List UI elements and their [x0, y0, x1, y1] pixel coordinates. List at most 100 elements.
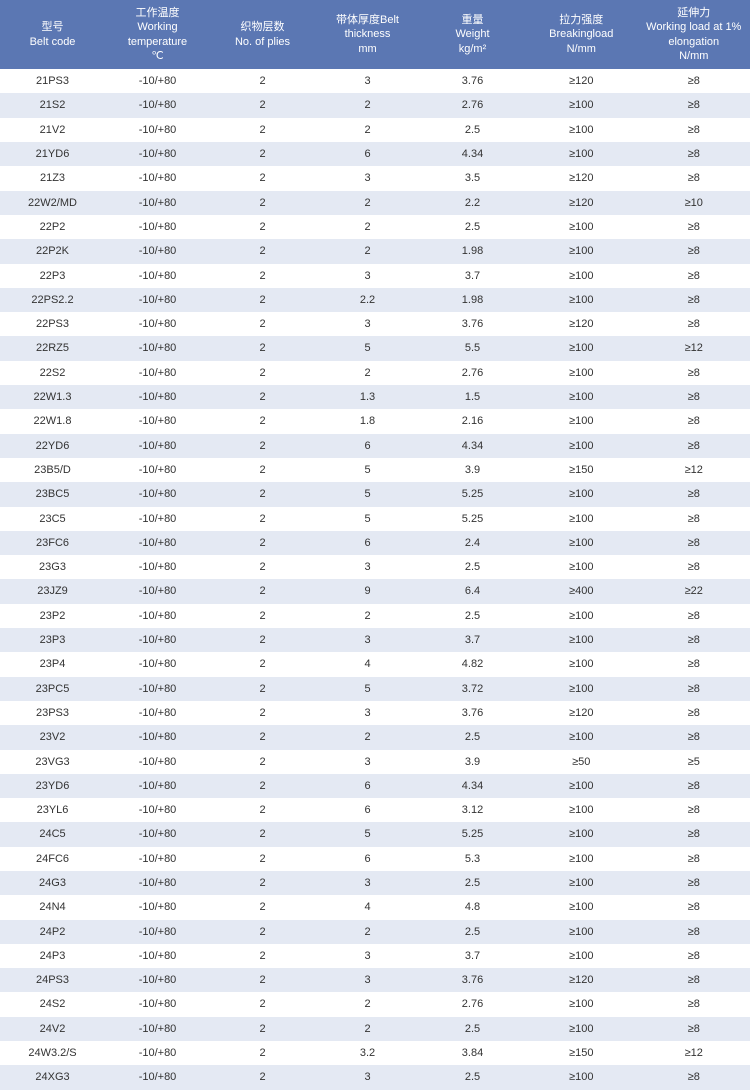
table-cell: 2 — [315, 1017, 420, 1041]
table-cell: 22S2 — [0, 361, 105, 385]
table-cell: 21V2 — [0, 118, 105, 142]
table-cell: ≥8 — [638, 944, 750, 968]
table-row: 23V2-10/+80222.5≥100≥8 — [0, 725, 750, 749]
table-cell: 1.98 — [420, 288, 525, 312]
table-cell: ≥8 — [638, 1017, 750, 1041]
header-cn: 型号 — [4, 20, 101, 34]
table-cell: ≥8 — [638, 701, 750, 725]
table-cell: ≥120 — [525, 69, 638, 93]
table-cell: ≥50 — [525, 750, 638, 774]
table-cell: 23FC6 — [0, 531, 105, 555]
table-cell: ≥100 — [525, 920, 638, 944]
header-cell: 织物层数No. of plies — [210, 0, 315, 69]
table-cell: 3.9 — [420, 458, 525, 482]
table-cell: ≥100 — [525, 944, 638, 968]
table-cell: -10/+80 — [105, 579, 210, 603]
table-cell: ≥8 — [638, 264, 750, 288]
table-cell: 3.2 — [315, 1041, 420, 1065]
table-cell: 4.82 — [420, 652, 525, 676]
table-row: 23C5-10/+80255.25≥100≥8 — [0, 507, 750, 531]
table-cell: 2.2 — [420, 191, 525, 215]
header-row: 型号Belt code工作温度Working temperature℃织物层数N… — [0, 0, 750, 69]
table-cell: 2 — [210, 239, 315, 263]
table-cell: 2.2 — [315, 288, 420, 312]
table-cell: ≥8 — [638, 920, 750, 944]
table-cell: ≥8 — [638, 361, 750, 385]
table-row: 22PS2.2-10/+8022.21.98≥100≥8 — [0, 288, 750, 312]
table-cell: -10/+80 — [105, 215, 210, 239]
table-cell: ≥8 — [638, 1065, 750, 1089]
table-cell: 23C5 — [0, 507, 105, 531]
table-cell: 2.5 — [420, 555, 525, 579]
header-en: Breakingload — [529, 27, 634, 41]
table-cell: 3.7 — [420, 264, 525, 288]
table-cell: 2 — [210, 628, 315, 652]
table-cell: -10/+80 — [105, 336, 210, 360]
table-cell: 2 — [210, 288, 315, 312]
table-row: 23P3-10/+80233.7≥100≥8 — [0, 628, 750, 652]
table-cell: -10/+80 — [105, 701, 210, 725]
table-cell: 2 — [210, 992, 315, 1016]
table-cell: 2 — [315, 93, 420, 117]
table-cell: ≥100 — [525, 822, 638, 846]
table-cell: 2.5 — [420, 871, 525, 895]
table-cell: 3.84 — [420, 1041, 525, 1065]
header-cn: 带体厚度Belt — [319, 13, 416, 27]
table-row: 22W2/MD-10/+80222.2≥120≥10 — [0, 191, 750, 215]
table-cell: 2 — [210, 1065, 315, 1089]
header-cell: 带体厚度Beltthicknessmm — [315, 0, 420, 69]
table-cell: ≥8 — [638, 555, 750, 579]
table-cell: 24S2 — [0, 992, 105, 1016]
table-cell: -10/+80 — [105, 409, 210, 433]
table-cell: 2 — [315, 604, 420, 628]
header-en: thickness — [319, 27, 416, 41]
table-cell: ≥120 — [525, 968, 638, 992]
table-cell: -10/+80 — [105, 798, 210, 822]
table-row: 23BC5-10/+80255.25≥100≥8 — [0, 482, 750, 506]
table-cell: 2 — [210, 458, 315, 482]
table-cell: ≥100 — [525, 361, 638, 385]
table-cell: ≥8 — [638, 871, 750, 895]
table-cell: 2 — [315, 725, 420, 749]
header-en: Working temperature — [109, 20, 206, 49]
table-cell: ≥8 — [638, 847, 750, 871]
table-cell: 5 — [315, 458, 420, 482]
table-row: 24FC6-10/+80265.3≥100≥8 — [0, 847, 750, 871]
table-cell: ≥100 — [525, 264, 638, 288]
table-cell: 6 — [315, 142, 420, 166]
table-cell: 23YD6 — [0, 774, 105, 798]
header-en: Working load at 1% elongation — [642, 20, 747, 49]
table-cell: -10/+80 — [105, 871, 210, 895]
table-cell: 2 — [315, 215, 420, 239]
table-row: 22RZ5-10/+80255.5≥100≥12 — [0, 336, 750, 360]
table-cell: 2 — [210, 142, 315, 166]
table-row: 23PC5-10/+80253.72≥100≥8 — [0, 677, 750, 701]
table-cell: ≥8 — [638, 725, 750, 749]
table-cell: ≥12 — [638, 1041, 750, 1065]
table-cell: ≥8 — [638, 507, 750, 531]
table-cell: ≥8 — [638, 288, 750, 312]
table-cell: ≥8 — [638, 822, 750, 846]
table-cell: 23B5/D — [0, 458, 105, 482]
table-cell: 3 — [315, 701, 420, 725]
table-cell: 23PC5 — [0, 677, 105, 701]
table-cell: 5 — [315, 822, 420, 846]
table-cell: ≥100 — [525, 434, 638, 458]
table-cell: -10/+80 — [105, 677, 210, 701]
header-cell: 重量Weightkg/m² — [420, 0, 525, 69]
table-cell: ≥100 — [525, 482, 638, 506]
table-cell: ≥8 — [638, 774, 750, 798]
header-unit: ℃ — [109, 49, 206, 63]
table-head: 型号Belt code工作温度Working temperature℃织物层数N… — [0, 0, 750, 69]
table-cell: 23P2 — [0, 604, 105, 628]
table-cell: ≥150 — [525, 1041, 638, 1065]
table-row: 21Z3-10/+80233.5≥120≥8 — [0, 166, 750, 190]
table-cell: ≥8 — [638, 652, 750, 676]
table-cell: 2 — [210, 822, 315, 846]
table-cell: -10/+80 — [105, 434, 210, 458]
table-row: 21PS3-10/+80233.76≥120≥8 — [0, 69, 750, 93]
table-cell: ≥8 — [638, 409, 750, 433]
header-unit: N/mm — [642, 49, 747, 63]
header-cn: 工作温度 — [109, 6, 206, 20]
header-cell: 工作温度Working temperature℃ — [105, 0, 210, 69]
